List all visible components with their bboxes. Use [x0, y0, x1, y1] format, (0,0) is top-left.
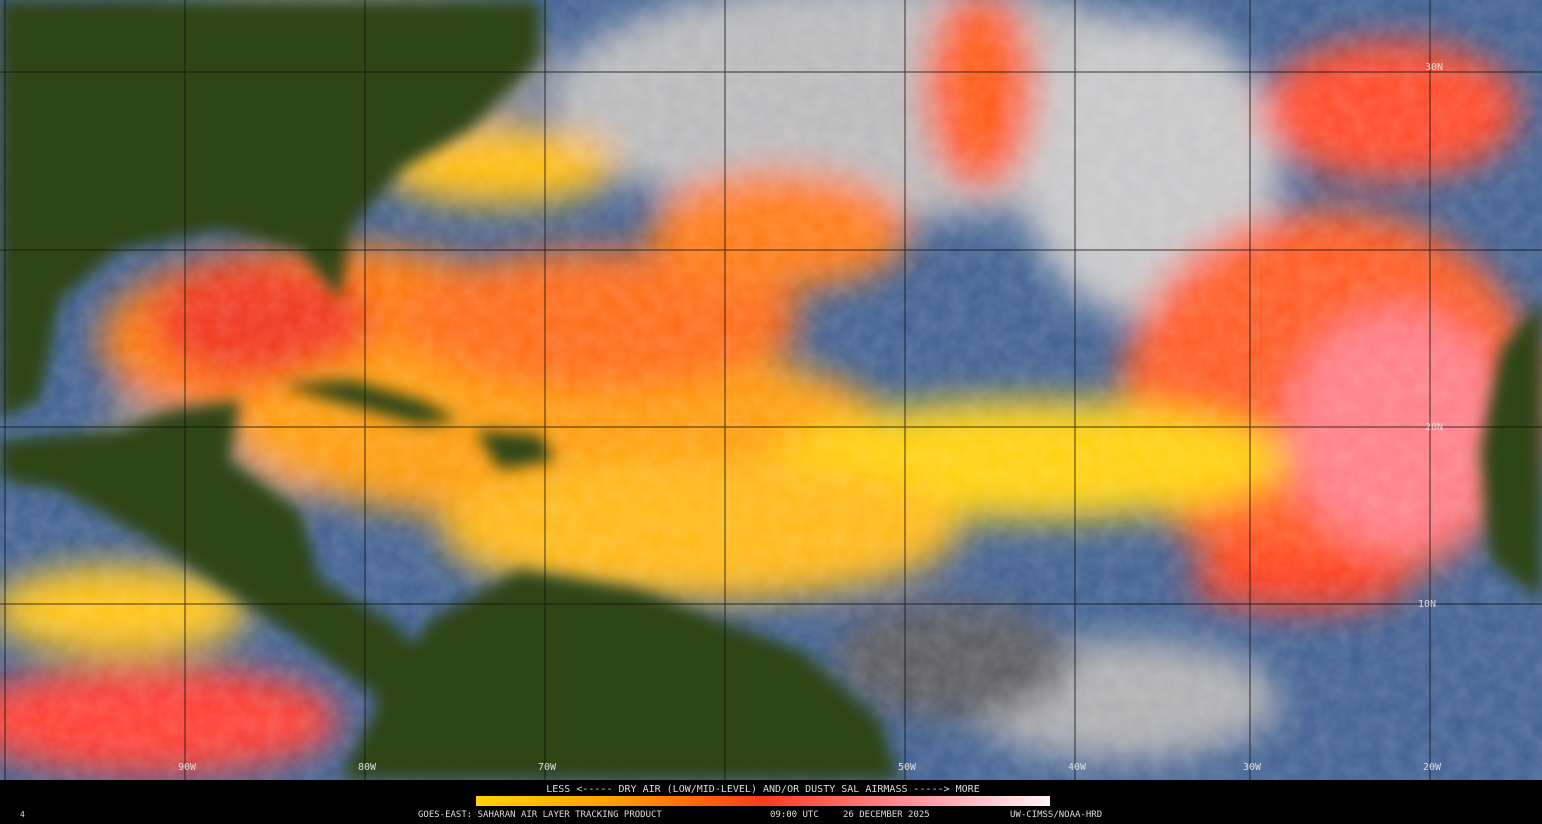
longitude-label: 70W: [538, 762, 557, 773]
imagery: 90W 80W 70W 50W 40W 30W 20W 30N 20N 10N: [0, 0, 1542, 780]
longitude-label: 30W: [1243, 762, 1262, 773]
latitude-label: 10N: [1418, 599, 1436, 610]
longitude-label: 20W: [1423, 762, 1442, 773]
legend-caption: LESS <----- DRY AIR (LOW/MID-LEVEL) AND/…: [546, 784, 979, 795]
product-name: GOES-EAST: SAHARAN AIR LAYER TRACKING PR…: [418, 810, 662, 820]
colorbar: [476, 796, 1050, 806]
grid-labels: 90W 80W 70W 50W 40W 30W 20W 30N 20N 10N: [178, 62, 1443, 773]
graticule: [0, 0, 1542, 780]
frame-number: 4: [20, 810, 25, 819]
latitude-label: 20N: [1425, 422, 1443, 433]
longitude-label: 80W: [358, 762, 377, 773]
time: 09:00 UTC: [770, 810, 819, 820]
latitude-label: 30N: [1425, 62, 1443, 73]
date: 26 DECEMBER 2025: [843, 810, 930, 820]
longitude-label: 90W: [178, 762, 197, 773]
longitude-label: 50W: [898, 762, 917, 773]
credit: UW-CIMSS/NOAA-HRD: [1010, 810, 1102, 820]
longitude-label: 40W: [1068, 762, 1087, 773]
